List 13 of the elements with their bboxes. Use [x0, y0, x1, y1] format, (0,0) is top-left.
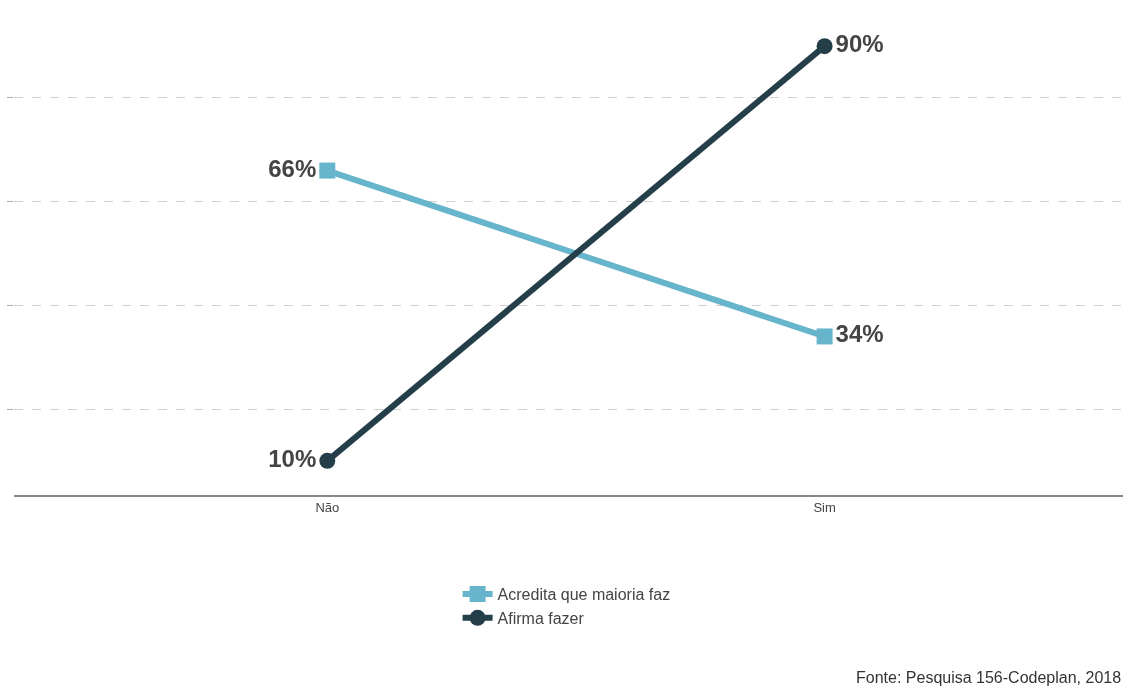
x-tick-label: Sim — [813, 500, 836, 516]
data-label: 66% — [268, 154, 317, 182]
legend-label: Afirma fazer — [497, 610, 585, 628]
x-tick-label: Não — [315, 500, 340, 516]
point — [816, 328, 833, 345]
point — [319, 162, 336, 179]
data-label: 10% — [268, 444, 317, 472]
point — [816, 38, 833, 55]
legend-label: Acredita que maioria faz — [497, 586, 671, 604]
data-label: 34% — [835, 320, 884, 348]
source-note: Fonte: Pesquisa 156-Codeplan, 2018 — [856, 669, 1122, 686]
data-label: 90% — [835, 30, 884, 58]
point — [319, 452, 336, 469]
